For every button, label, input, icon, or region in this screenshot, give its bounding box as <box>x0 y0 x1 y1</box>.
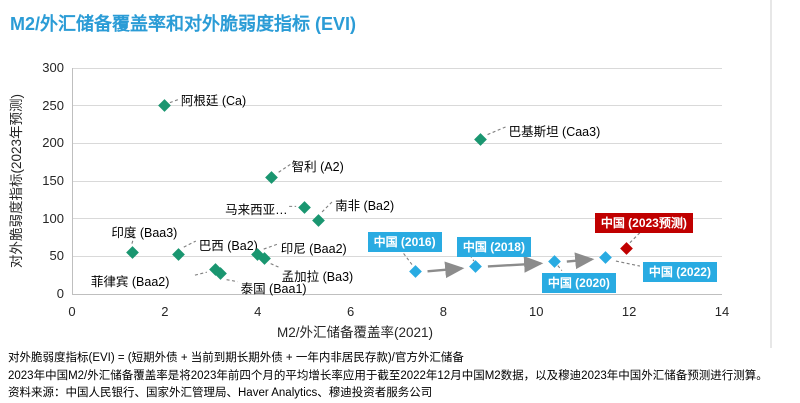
x-tick-label: 14 <box>714 304 730 319</box>
data-point <box>297 200 311 214</box>
y-axis-line <box>71 68 73 294</box>
point-label: 马来西亚… <box>225 203 288 218</box>
y-tick-label: 200 <box>42 135 64 151</box>
point-label: 印尼 (Baa2) <box>280 242 347 257</box>
data-point <box>158 99 172 113</box>
x-tick-label: 2 <box>161 304 169 319</box>
data-point <box>474 133 487 146</box>
data-point <box>311 214 325 228</box>
x-tick-label: 6 <box>346 304 355 319</box>
x-tick-label: 0 <box>68 304 76 319</box>
y-gridline <box>72 67 722 69</box>
y-tick-label: 100 <box>42 210 64 226</box>
point-label: 孟加拉 (Ba3) <box>281 269 354 284</box>
footnote-evi-definition: 对外脆弱度指标(EVI) = (短期外债 + 当前到期长期外债 + 一年内非居民… <box>8 352 464 364</box>
x-tick-label: 10 <box>529 304 544 319</box>
y-tick-label: 300 <box>42 60 64 75</box>
china-label-box: 中国 (2022) <box>642 262 717 283</box>
china-label-box: 中国 (2018) <box>456 237 531 258</box>
data-point <box>172 247 186 261</box>
point-label: 印度 (Baa3) <box>111 225 178 240</box>
data-point <box>469 259 483 273</box>
data-point <box>620 242 634 256</box>
point-label: 菲律宾 (Baa2) <box>90 275 170 290</box>
page-title: M2/外汇储备覆盖率和对外脆弱度指标 (EVI) <box>10 14 357 34</box>
data-point <box>265 170 279 184</box>
x-tick-label: 8 <box>439 304 448 319</box>
slide-border-line <box>770 0 772 348</box>
y-tick-label: 150 <box>42 173 64 188</box>
china-label-box: 中国 (2016) <box>367 232 442 253</box>
y-tick-label: 0 <box>56 286 64 301</box>
x-axis-line <box>72 293 722 295</box>
china-label-box: 中国 (2020) <box>541 272 616 293</box>
data-point <box>548 255 562 268</box>
footnotes: 对外脆弱度指标(EVI) = (短期外债 + 当前到期长期外债 + 一年内非居民… <box>8 350 768 403</box>
y-gridline <box>72 142 722 144</box>
x-tick-label: 12 <box>621 304 637 319</box>
china-label-box: 中国 (2023预测) <box>594 212 693 233</box>
y-gridline <box>72 255 722 257</box>
y-tick-label: 250 <box>42 97 64 113</box>
data-point <box>125 246 139 259</box>
x-tick-label: 4 <box>254 304 262 319</box>
y-gridline <box>72 180 722 182</box>
point-label: 南非 (Ba2) <box>335 198 395 213</box>
footnote-methodology: 2023年中国M2/外汇储备覆盖率是将2023年前四个月的平均增长率应用于截至2… <box>8 369 768 382</box>
data-point <box>409 265 422 278</box>
point-label: 阿根廷 (Ca) <box>180 93 247 108</box>
x-axis-title: M2/外汇储备覆盖率(2021) <box>276 325 434 340</box>
y-gridline <box>72 105 722 107</box>
point-label: 巴基斯坦 (Caa3) <box>508 124 601 139</box>
y-gridline <box>72 218 722 220</box>
point-label: 泰国 (Baa1) <box>240 281 307 296</box>
point-label: 智利 (A2) <box>291 160 344 175</box>
y-tick-label: 50 <box>49 248 64 264</box>
point-label: 巴西 (Ba2) <box>198 239 258 254</box>
data-point <box>599 250 613 264</box>
footnote-sources: 资料来源：中国人民银行、国家外汇管理局、Haver Analytics、穆迪投资… <box>8 387 433 399</box>
